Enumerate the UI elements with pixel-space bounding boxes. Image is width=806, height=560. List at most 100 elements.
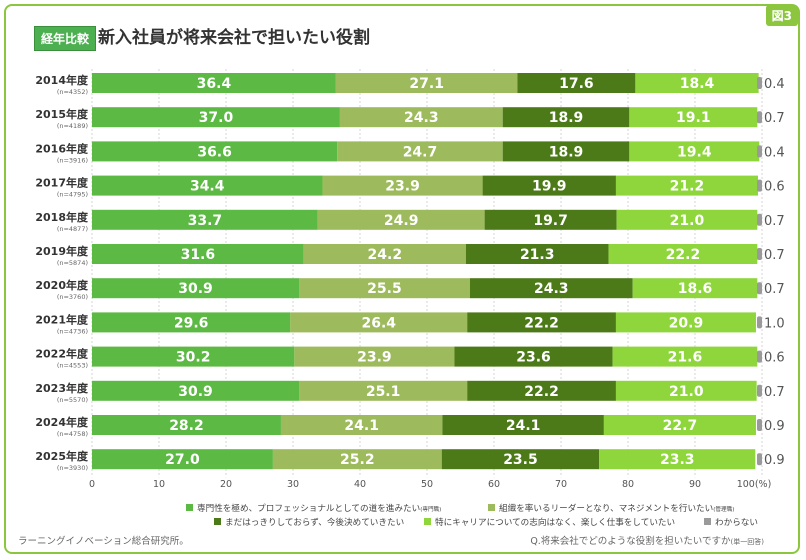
value-label: 21.3 bbox=[520, 247, 555, 263]
x-tick-label: 0 bbox=[89, 479, 95, 490]
category-label: 2019年度 bbox=[35, 244, 89, 258]
value-label: 36.6 bbox=[197, 144, 232, 160]
bar-segment-3 bbox=[599, 449, 756, 470]
value-label: 24.1 bbox=[506, 418, 541, 434]
value-label: 37.0 bbox=[199, 110, 234, 126]
value-label: 25.1 bbox=[366, 384, 401, 400]
x-tick-label: 70 bbox=[555, 479, 567, 490]
sample-size-label: (n=4795) bbox=[57, 191, 88, 199]
value-label: 18.9 bbox=[549, 144, 584, 160]
value-label: 26.4 bbox=[361, 315, 396, 331]
bar-segment-4 bbox=[757, 77, 762, 89]
value-label: 25.5 bbox=[367, 281, 402, 297]
bar-segment-4 bbox=[757, 248, 762, 260]
chart-title: 新入社員が将来会社で担いたい役割 bbox=[98, 28, 370, 48]
bar-segment-0 bbox=[92, 244, 304, 264]
value-label: 0.9 bbox=[764, 419, 785, 434]
bar-segment-1 bbox=[303, 244, 466, 264]
sample-size-label: (n=4189) bbox=[57, 122, 88, 130]
value-label: 19.1 bbox=[676, 110, 711, 126]
bar-segment-1 bbox=[280, 415, 443, 435]
x-tick-label: 20 bbox=[220, 479, 232, 490]
bar-segment-4 bbox=[757, 145, 762, 158]
category-label: 2022年度 bbox=[35, 347, 89, 361]
sample-size-label: (n=4553) bbox=[57, 362, 88, 370]
title-tag: 経年比較 bbox=[34, 26, 97, 51]
bar-segment-1 bbox=[299, 380, 468, 401]
value-label: 0.9 bbox=[764, 453, 785, 468]
bar-segment-0 bbox=[92, 449, 273, 470]
bar-segment-0 bbox=[92, 107, 340, 128]
bar-segment-2 bbox=[502, 141, 630, 162]
value-label: 31.6 bbox=[181, 247, 216, 263]
x-tick-label: 90 bbox=[689, 479, 701, 490]
value-label: 22.2 bbox=[666, 247, 701, 263]
value-label: 24.3 bbox=[534, 281, 569, 297]
sample-size-label: (n=3930) bbox=[57, 464, 88, 472]
value-label: 19.4 bbox=[677, 144, 712, 160]
bar-segment-4 bbox=[757, 316, 762, 329]
bar-segment-2 bbox=[454, 346, 613, 367]
bar-segment-4 bbox=[757, 111, 762, 124]
bar-segment-3 bbox=[615, 175, 758, 196]
value-label: 27.0 bbox=[165, 452, 200, 468]
bar-segment-0 bbox=[92, 73, 336, 93]
bar-segment-4 bbox=[757, 213, 762, 226]
value-label: 24.3 bbox=[404, 110, 439, 126]
value-label: 22.2 bbox=[524, 384, 559, 400]
question-note: (単一回答) bbox=[730, 538, 764, 546]
bar-segment-3 bbox=[632, 278, 758, 299]
bar-segment-2 bbox=[467, 312, 616, 333]
bar-segment-2 bbox=[484, 209, 617, 230]
bar-segment-0 bbox=[92, 380, 300, 401]
value-label: 18.4 bbox=[680, 76, 715, 92]
figure-label: 図3 bbox=[765, 5, 798, 26]
value-label: 0.4 bbox=[764, 145, 785, 160]
category-label: 2016年度 bbox=[35, 141, 89, 155]
category-label: 2024年度 bbox=[35, 415, 89, 429]
value-label: 30.9 bbox=[178, 281, 213, 297]
legend-swatch bbox=[214, 518, 221, 525]
bar-segment-2 bbox=[469, 278, 633, 299]
value-label: 23.3 bbox=[660, 452, 695, 468]
bar-segment-1 bbox=[272, 449, 442, 470]
value-label: 24.9 bbox=[384, 213, 419, 229]
value-label: 0.6 bbox=[764, 351, 785, 366]
value-label: 34.4 bbox=[190, 179, 225, 195]
bar-segment-1 bbox=[294, 346, 455, 367]
value-label: 30.9 bbox=[178, 384, 213, 400]
legend-swatch bbox=[186, 504, 193, 511]
bar-segment-3 bbox=[612, 346, 758, 367]
value-label: 19.7 bbox=[533, 213, 568, 229]
bar-segment-0 bbox=[92, 175, 323, 196]
value-label: 33.7 bbox=[188, 213, 223, 229]
sample-size-label: (n=4736) bbox=[57, 327, 88, 335]
value-label: 0.7 bbox=[764, 111, 785, 126]
bar-segment-4 bbox=[757, 179, 762, 192]
value-label: 23.5 bbox=[503, 452, 538, 468]
value-label: 30.2 bbox=[176, 350, 211, 366]
bar-segment-1 bbox=[299, 278, 470, 299]
bar-segment-3 bbox=[603, 415, 756, 435]
bar-segment-0 bbox=[92, 346, 295, 367]
bar-segment-3 bbox=[608, 244, 758, 264]
value-label: 17.6 bbox=[559, 76, 594, 92]
value-label: 0.6 bbox=[764, 180, 785, 195]
bar-segment-4 bbox=[757, 282, 762, 295]
bar-segment-4 bbox=[757, 384, 762, 397]
value-label: 24.1 bbox=[344, 418, 379, 434]
value-label: 22.2 bbox=[524, 315, 559, 331]
value-label: 0.4 bbox=[764, 77, 785, 92]
sample-size-label: (n=4758) bbox=[57, 430, 88, 438]
value-label: 0.7 bbox=[764, 248, 785, 263]
x-tick-label: 60 bbox=[488, 479, 500, 490]
sample-size-label: (n=5874) bbox=[57, 259, 88, 267]
legend-label: わからない bbox=[715, 517, 758, 528]
value-label: 20.9 bbox=[669, 315, 704, 331]
bar-segment-1 bbox=[290, 312, 468, 333]
bar-segment-3 bbox=[615, 380, 757, 401]
bar-segment-2 bbox=[467, 380, 616, 401]
bar-segment-1 bbox=[322, 175, 483, 196]
sample-size-label: (n=3916) bbox=[57, 156, 88, 164]
